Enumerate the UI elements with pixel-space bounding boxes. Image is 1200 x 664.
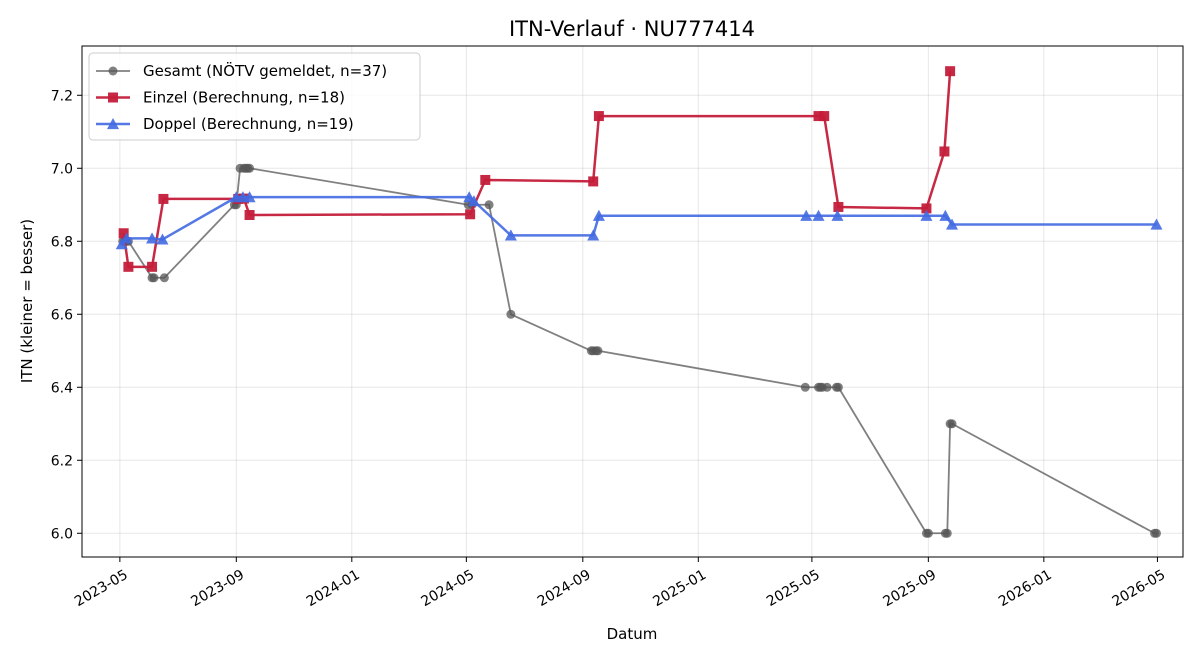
- data-point: [833, 382, 843, 392]
- data-point: [921, 203, 932, 214]
- legend-label: Gesamt (NÖTV gemeldet, n=37): [143, 61, 387, 80]
- data-point: [946, 218, 959, 230]
- data-point: [812, 209, 825, 221]
- legend-marker: [108, 66, 118, 76]
- data-point: [939, 146, 950, 157]
- data-point: [504, 229, 517, 241]
- legend-label: Einzel (Berechnung, n=18): [143, 89, 345, 107]
- data-point: [588, 176, 599, 187]
- data-point: [587, 229, 600, 241]
- plot-frame: [81, 45, 1184, 558]
- data-point: [484, 200, 494, 210]
- data-point: [819, 111, 830, 122]
- legend-marker: [108, 92, 118, 103]
- series-3: [115, 191, 1163, 250]
- data-point: [593, 346, 603, 356]
- data-point: [945, 66, 956, 77]
- data-point: [833, 201, 844, 212]
- data-point: [923, 528, 933, 538]
- legend-entry: Einzel (Berechnung, n=18): [96, 89, 345, 107]
- y-tick-label: 6.6: [51, 307, 73, 323]
- data-point: [813, 111, 824, 122]
- data-point: [480, 174, 491, 185]
- data-point: [506, 309, 516, 319]
- data-point: [593, 111, 604, 122]
- data-point: [158, 193, 169, 204]
- data-point: [147, 261, 158, 272]
- data-point: [123, 261, 134, 272]
- y-tick-label: 6.2: [51, 453, 73, 469]
- data-point: [467, 195, 480, 207]
- data-point: [1151, 528, 1161, 538]
- legend-entry: Doppel (Berechnung, n=19): [96, 115, 354, 133]
- data-point: [942, 528, 952, 538]
- series-layer: [115, 66, 1163, 538]
- x-axis-label: Datum: [607, 625, 658, 643]
- legend-box: [88, 52, 421, 141]
- data-point: [800, 382, 810, 392]
- y-tick-label: 6.4: [51, 380, 73, 396]
- y-axis-label: ITN (kleiner = besser): [18, 219, 36, 383]
- y-tick-label: 6.0: [51, 526, 73, 542]
- chart-title: ITN-Verlauf · NU777414: [509, 17, 755, 41]
- series-2: [118, 66, 956, 272]
- data-point: [800, 209, 813, 221]
- y-tick-label: 7.0: [51, 161, 73, 177]
- legend: Gesamt (NÖTV gemeldet, n=37) Einzel (Bere…: [88, 52, 421, 141]
- legend-marker: [107, 118, 119, 130]
- data-point: [920, 209, 933, 221]
- data-point: [156, 233, 169, 245]
- data-point: [244, 209, 255, 220]
- data-point: [592, 209, 605, 221]
- y-tick-label: 6.8: [51, 234, 73, 250]
- data-point: [120, 232, 133, 244]
- legend-entry: Gesamt (NÖTV gemeldet, n=37): [96, 61, 387, 80]
- data-point: [146, 232, 159, 244]
- data-point: [115, 238, 128, 250]
- data-point: [1150, 218, 1163, 230]
- data-point: [243, 191, 256, 203]
- data-point: [939, 209, 952, 221]
- legend-label: Doppel (Berechnung, n=19): [143, 115, 354, 133]
- data-point: [149, 273, 159, 283]
- data-point: [465, 209, 476, 220]
- data-point: [947, 419, 957, 429]
- data-point: [831, 209, 844, 221]
- data-point: [245, 163, 255, 173]
- data-point: [822, 382, 832, 392]
- y-tick-label: 7.2: [51, 88, 73, 104]
- data-point: [118, 228, 129, 239]
- data-point: [159, 273, 169, 283]
